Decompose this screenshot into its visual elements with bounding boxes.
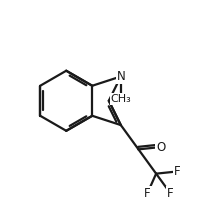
Text: O: O — [156, 141, 165, 154]
Text: N: N — [117, 70, 125, 83]
Text: F: F — [174, 165, 181, 178]
Text: F: F — [167, 187, 174, 200]
Text: CH₃: CH₃ — [110, 94, 131, 104]
Text: F: F — [144, 187, 151, 200]
